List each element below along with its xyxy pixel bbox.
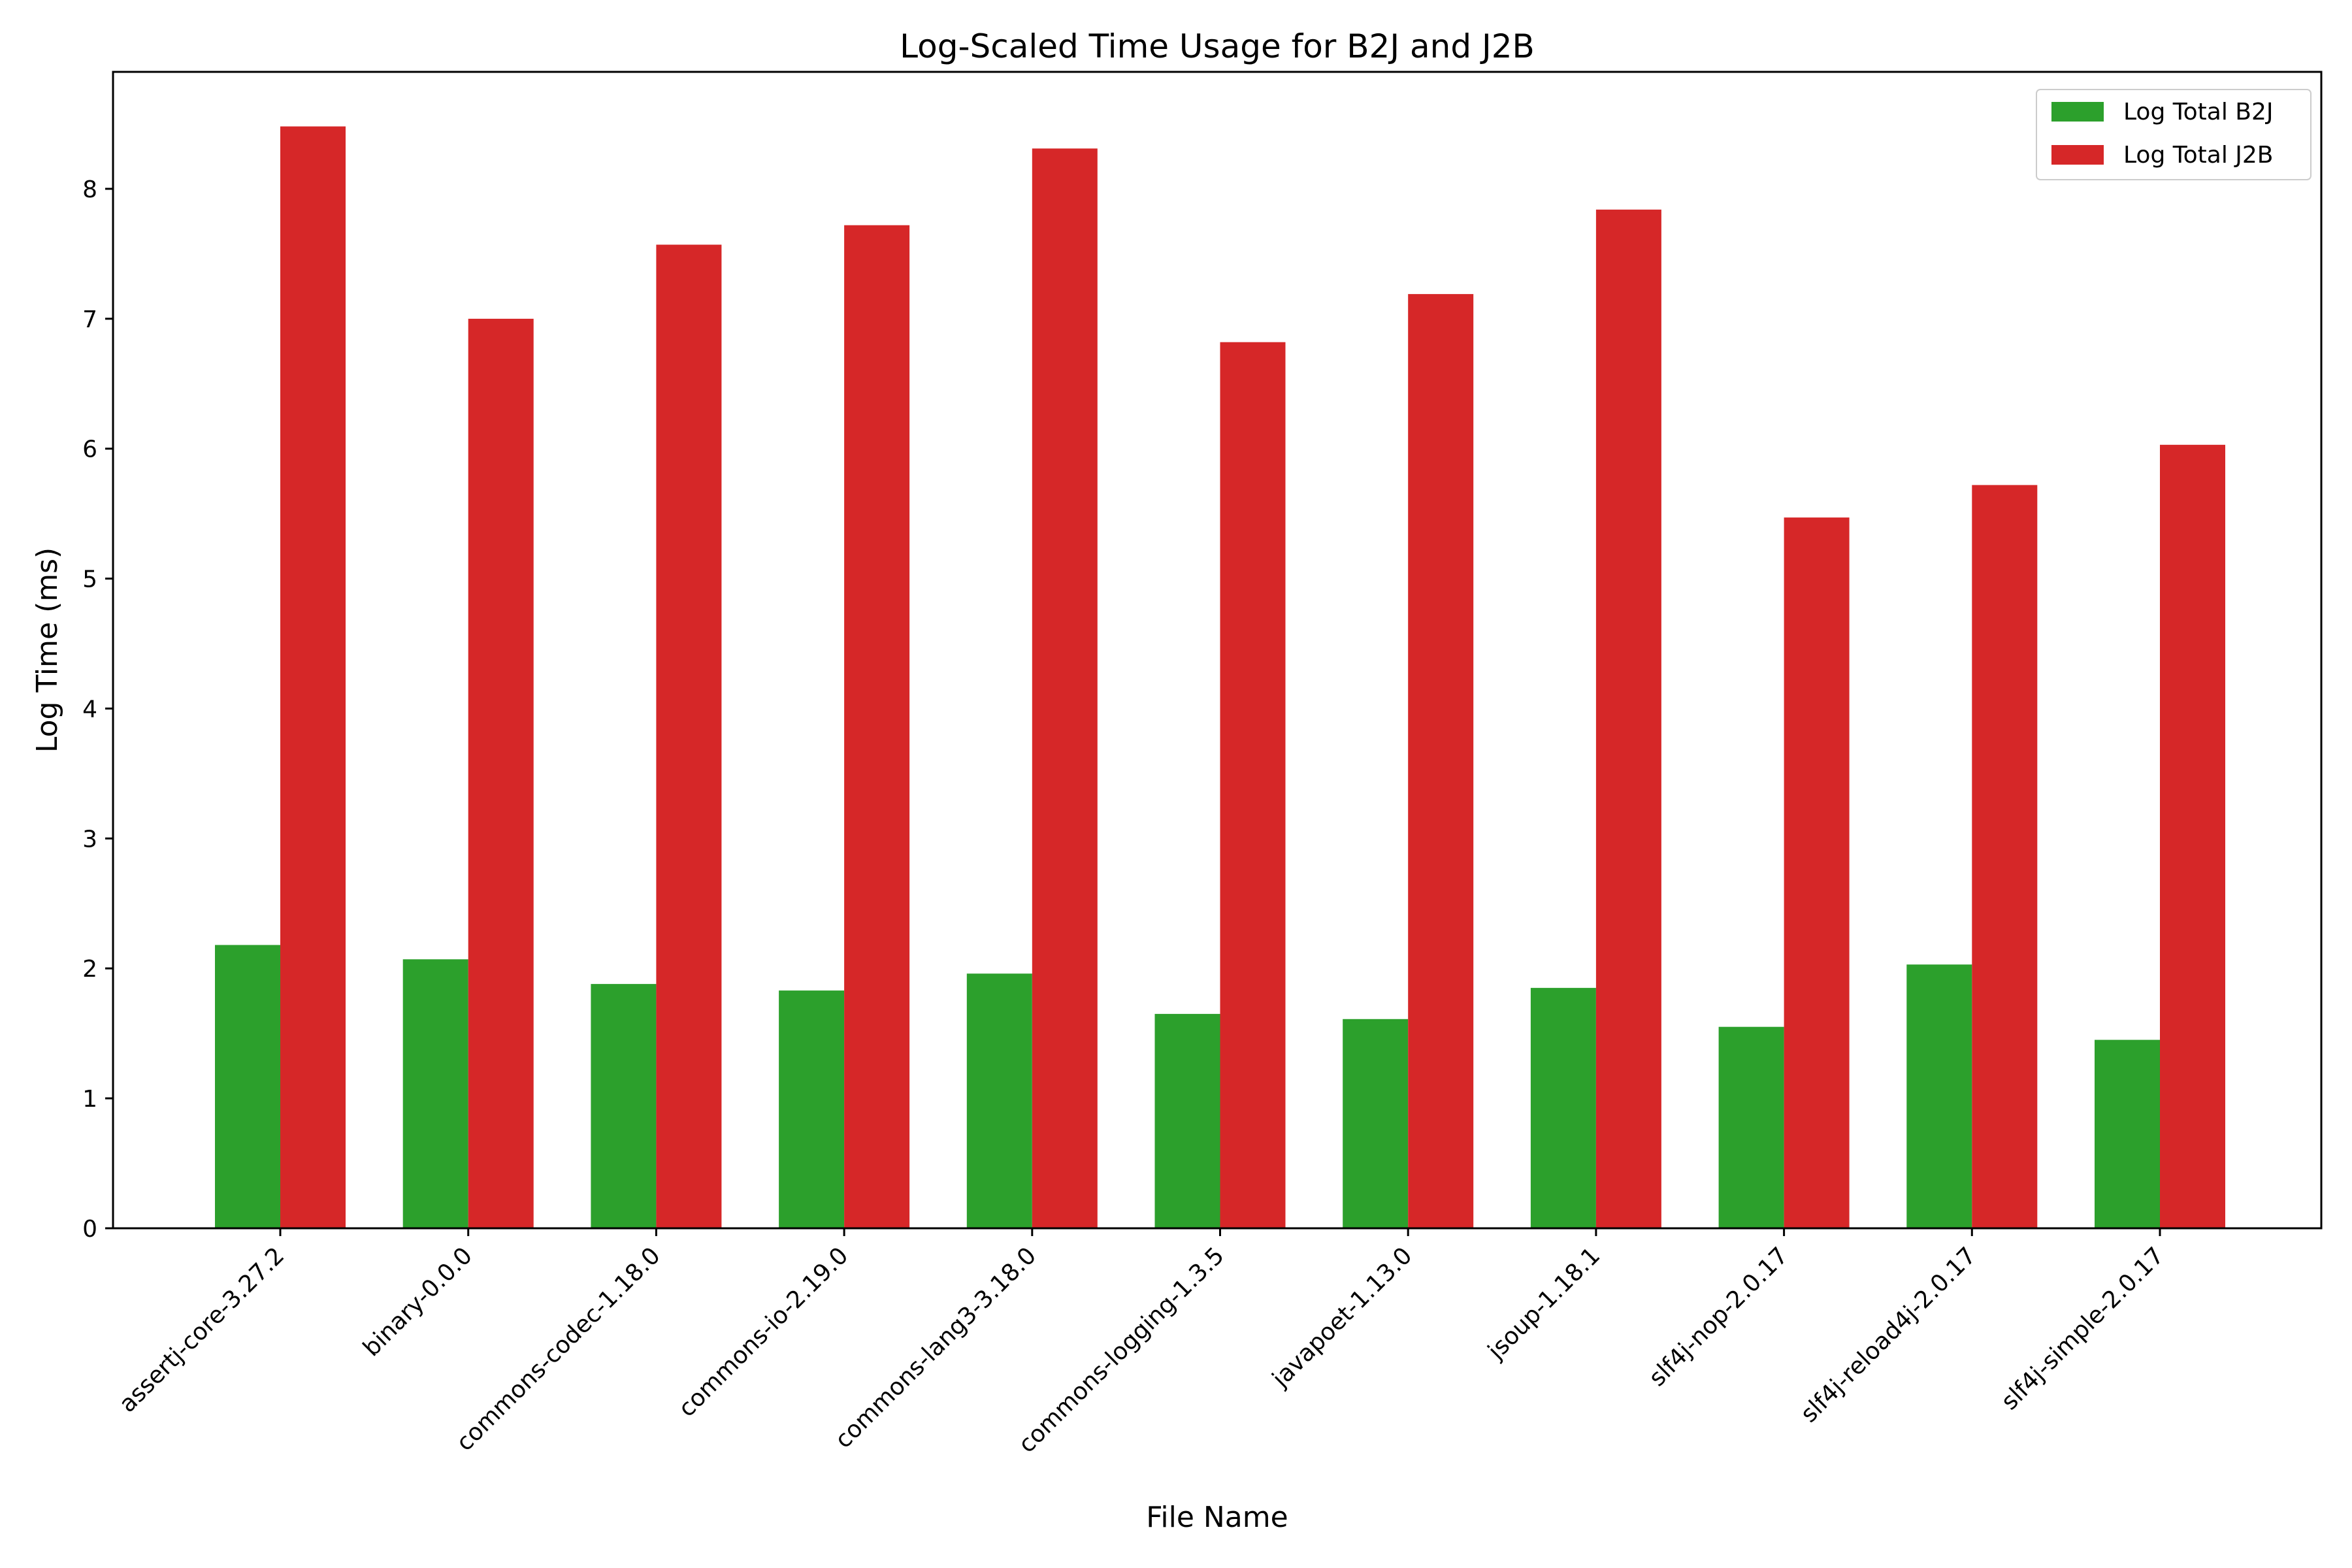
x-tick-label: javapoet-1.13.0: [1267, 1242, 1418, 1393]
bar-log-total-j2b-commons-io-2-19-0: [844, 225, 910, 1229]
bar-log-total-b2j-slf4j-nop-2-0-17: [1718, 1026, 1784, 1228]
y-axis: 0 1 2 3 4 5 6 7 8: [82, 176, 113, 1243]
bar-log-total-b2j-commons-codec-1-18-0: [591, 984, 657, 1228]
legend-frame: [2036, 89, 2311, 180]
y-tick-label: 7: [82, 306, 97, 333]
bar-log-total-b2j-binary-0-0-0: [402, 959, 468, 1228]
y-tick-label: 1: [82, 1086, 97, 1113]
y-tick-label: 5: [82, 566, 97, 593]
bar-log-total-b2j-commons-lang3-3-18-0: [966, 973, 1032, 1228]
bar-log-total-j2b-commons-codec-1-18-0: [656, 244, 722, 1228]
bar-log-total-b2j-slf4j-reload4j-2-0-17: [1906, 964, 1972, 1228]
bar-log-total-j2b-binary-0-0-0: [468, 318, 534, 1228]
bar-log-total-j2b-assertj-core-3-27-2: [280, 126, 346, 1228]
bar-log-total-j2b-jsoup-1-18-1: [1595, 209, 1661, 1228]
bar-log-total-b2j-assertj-core-3-27-2: [215, 945, 280, 1228]
bar-log-total-b2j-jsoup-1-18-1: [1530, 988, 1596, 1228]
bars-group: [215, 126, 2225, 1229]
x-tick-label: slf4j-reload4j-2.0.17: [1796, 1242, 1982, 1428]
chart-title: Log-Scaled Time Usage for B2J and J2B: [900, 27, 1535, 65]
x-tick-label: slf4j-nop-2.0.17: [1644, 1242, 1793, 1392]
bar-log-total-j2b-slf4j-reload4j-2-0-17: [1972, 485, 2038, 1228]
x-tick-label: commons-io-2.19.0: [674, 1242, 854, 1422]
bar-log-total-b2j-javapoet-1-13-0: [1343, 1019, 1409, 1228]
bar-log-total-b2j-commons-io-2-19-0: [779, 990, 845, 1228]
legend-label-j2b: Log Total J2B: [2123, 142, 2273, 169]
y-tick-label: 6: [82, 436, 97, 463]
x-tick-label: slf4j-simple-2.0.17: [1996, 1242, 2169, 1415]
bar-log-total-j2b-javapoet-1-13-0: [1408, 294, 1474, 1229]
x-tick-label: binary-0.0.0: [358, 1242, 478, 1362]
x-tick-label: assertj-core-3.27.2: [114, 1242, 290, 1418]
x-tick-label: jsoup-1.18.1: [1482, 1242, 1605, 1365]
bar-log-total-b2j-slf4j-simple-2-0-17: [2095, 1039, 2160, 1228]
bar-log-total-j2b-commons-lang3-3-18-0: [1032, 148, 1098, 1228]
bar-log-total-j2b-slf4j-nop-2-0-17: [1784, 517, 1850, 1228]
x-tick-label: commons-lang3-3.18.0: [830, 1242, 1042, 1454]
x-axis: assertj-core-3.27.2 binary-0.0.0commons-c…: [114, 1228, 2169, 1458]
bar-log-total-j2b-slf4j-simple-2-0-17: [2160, 444, 2225, 1228]
x-tick-label: commons-codec-1.18.0: [451, 1242, 666, 1456]
y-tick-label: 4: [82, 696, 97, 723]
x-axis-label: File Name: [1146, 1501, 1288, 1534]
legend-label-b2j: Log Total B2J: [2123, 99, 2273, 125]
x-tick-label: commons-logging-1.3.5: [1013, 1242, 1230, 1458]
y-tick-label: 8: [82, 176, 97, 203]
bar-log-total-b2j-commons-logging-1-3-5: [1154, 1013, 1220, 1228]
y-tick-label: 3: [82, 826, 97, 853]
y-tick-label: 0: [82, 1216, 97, 1243]
legend: Log Total B2J Log Total J2B: [2036, 89, 2311, 180]
bar-log-total-j2b-commons-logging-1-3-5: [1220, 342, 1286, 1229]
legend-swatch-b2j: [2051, 102, 2104, 122]
plot-frame: [112, 71, 2323, 1230]
y-axis-label: Log Time (ms): [31, 547, 64, 753]
legend-swatch-j2b: [2051, 145, 2104, 165]
y-tick-label: 2: [82, 956, 97, 983]
